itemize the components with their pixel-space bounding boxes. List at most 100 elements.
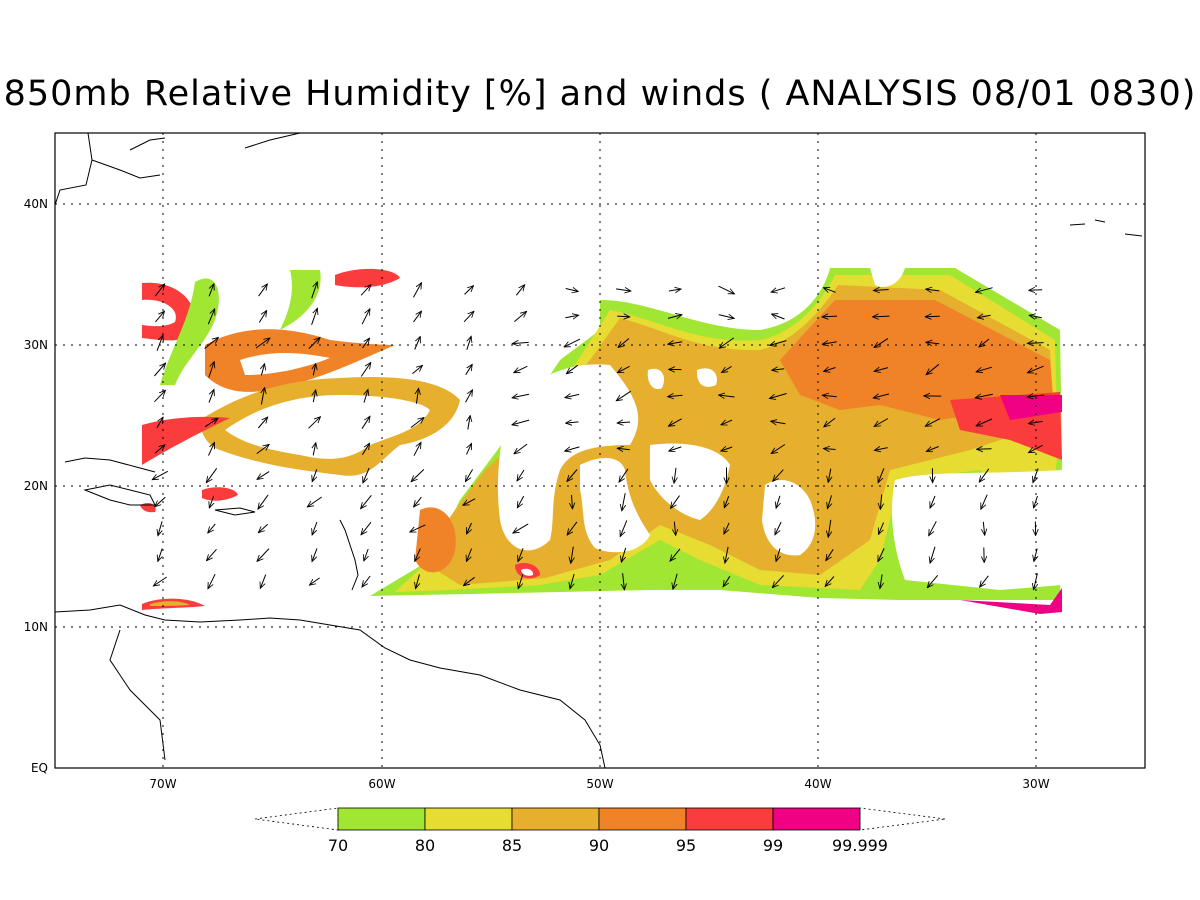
wind-arrow	[514, 365, 528, 374]
rh-dry-pocket-1	[497, 364, 639, 551]
wind-arrow	[617, 422, 631, 423]
wind-arrow	[827, 495, 831, 508]
wind-arrow	[364, 389, 368, 403]
rh-blob-west-4	[280, 270, 321, 330]
lat-tick-eq: EQ	[31, 761, 48, 775]
wind-vectors	[152, 282, 1044, 590]
lon-tick-40w: 40W	[804, 777, 831, 791]
wind-arrow	[466, 443, 472, 455]
wind-arrow	[204, 337, 219, 349]
wind-arrow	[512, 342, 529, 343]
wind-arrow	[361, 309, 370, 325]
colorbar: 70 80 85 90 95 99 99.999	[254, 807, 946, 855]
wind-arrow	[874, 368, 889, 372]
wind-arrow	[880, 574, 882, 588]
wind-arrow	[616, 390, 632, 401]
wind-arrow	[873, 290, 889, 291]
wind-arrow	[414, 337, 421, 350]
wind-arrow	[825, 576, 835, 587]
wind-arrow	[880, 494, 881, 510]
wind-arrow	[1029, 444, 1043, 452]
wind-arrow	[667, 315, 682, 319]
rh-band-90b	[415, 507, 456, 573]
wind-arrow	[980, 494, 988, 510]
wind-arrow	[416, 574, 420, 588]
wind-arrow	[361, 443, 369, 455]
rh-blob-west-7	[142, 416, 230, 465]
wind-arrow	[822, 342, 837, 344]
rh-dry-pocket-2	[580, 458, 650, 553]
colorbar-label-90: 90	[589, 836, 609, 855]
wind-arrow	[725, 546, 728, 563]
wind-arrow	[515, 285, 524, 296]
coast-hispaniola	[83, 484, 156, 506]
wind-arrow	[410, 418, 424, 428]
wind-arrow	[463, 498, 476, 506]
wind-arrow	[463, 311, 474, 323]
wind-arrow	[1029, 290, 1043, 291]
wind-arrow	[154, 363, 165, 377]
wind-arrow	[466, 548, 473, 562]
colorbar-swatch	[685, 807, 774, 831]
lon-tick-labels: 70W 60W 50W 40W 30W	[149, 777, 1049, 791]
colorbar-label-85: 85	[502, 836, 522, 855]
rh-dry-pocket-3	[650, 443, 730, 520]
wind-arrow	[411, 469, 425, 481]
lon-tick-50w: 50W	[586, 777, 613, 791]
wind-arrow	[512, 419, 530, 425]
wind-arrow	[567, 469, 578, 482]
wind-arrow	[878, 468, 885, 482]
wind-arrow	[718, 285, 735, 294]
wind-arrow	[721, 365, 732, 372]
wind-arrow	[565, 447, 580, 451]
wind-arrow	[823, 288, 836, 293]
wind-arrow	[257, 417, 267, 429]
wind-arrow	[207, 548, 217, 560]
lat-tick-labels: 40N 30N 20N 10N EQ	[24, 197, 48, 775]
colorbar-swatches	[337, 807, 861, 831]
rh-blob-west-6-inner	[225, 395, 430, 459]
wind-arrow	[518, 574, 524, 588]
wind-arrow	[465, 469, 474, 481]
wind-arrow	[873, 316, 890, 317]
wind-arrow	[416, 388, 418, 404]
wind-arrow	[925, 316, 940, 317]
wind-arrow	[771, 421, 786, 424]
rh-blob-west-8	[202, 487, 238, 501]
wind-arrow	[308, 337, 320, 349]
wind-arrow	[571, 546, 574, 564]
wind-arrow	[929, 521, 937, 535]
wind-arrow	[1034, 573, 1038, 589]
rh-dry-pocket-6	[696, 368, 717, 387]
wind-arrow	[926, 446, 939, 452]
humidity-field	[140, 268, 1062, 614]
wind-arrow	[206, 468, 218, 482]
wind-arrow	[620, 520, 628, 536]
wind-arrow	[311, 282, 318, 299]
coast-puerto-rico	[214, 507, 256, 516]
wind-arrow	[930, 546, 936, 563]
wind-arrow	[771, 287, 786, 292]
wind-arrow	[983, 521, 984, 535]
wind-arrow	[464, 286, 474, 295]
wind-arrow	[361, 416, 370, 429]
wind-arrow	[360, 285, 371, 296]
rh-band-90	[780, 300, 1055, 420]
wind-arrow	[617, 316, 630, 317]
wind-arrow	[721, 447, 733, 451]
rh-blob-west-9	[140, 502, 156, 513]
wind-arrow	[824, 417, 836, 427]
colorbar-swatch	[772, 807, 861, 831]
wind-arrow	[152, 470, 169, 479]
wind-arrow	[874, 418, 889, 427]
colorbar-label-95: 95	[676, 836, 696, 855]
wind-arrow	[155, 496, 166, 507]
lat-tick-20n: 20N	[24, 479, 48, 493]
wind-arrow	[874, 337, 889, 347]
wind-arrow	[466, 522, 472, 534]
wind-arrow	[361, 494, 372, 508]
wind-arrow	[1027, 343, 1044, 344]
wind-arrow	[719, 395, 735, 397]
colorbar-swatch	[511, 807, 600, 831]
wind-arrow	[723, 575, 731, 587]
